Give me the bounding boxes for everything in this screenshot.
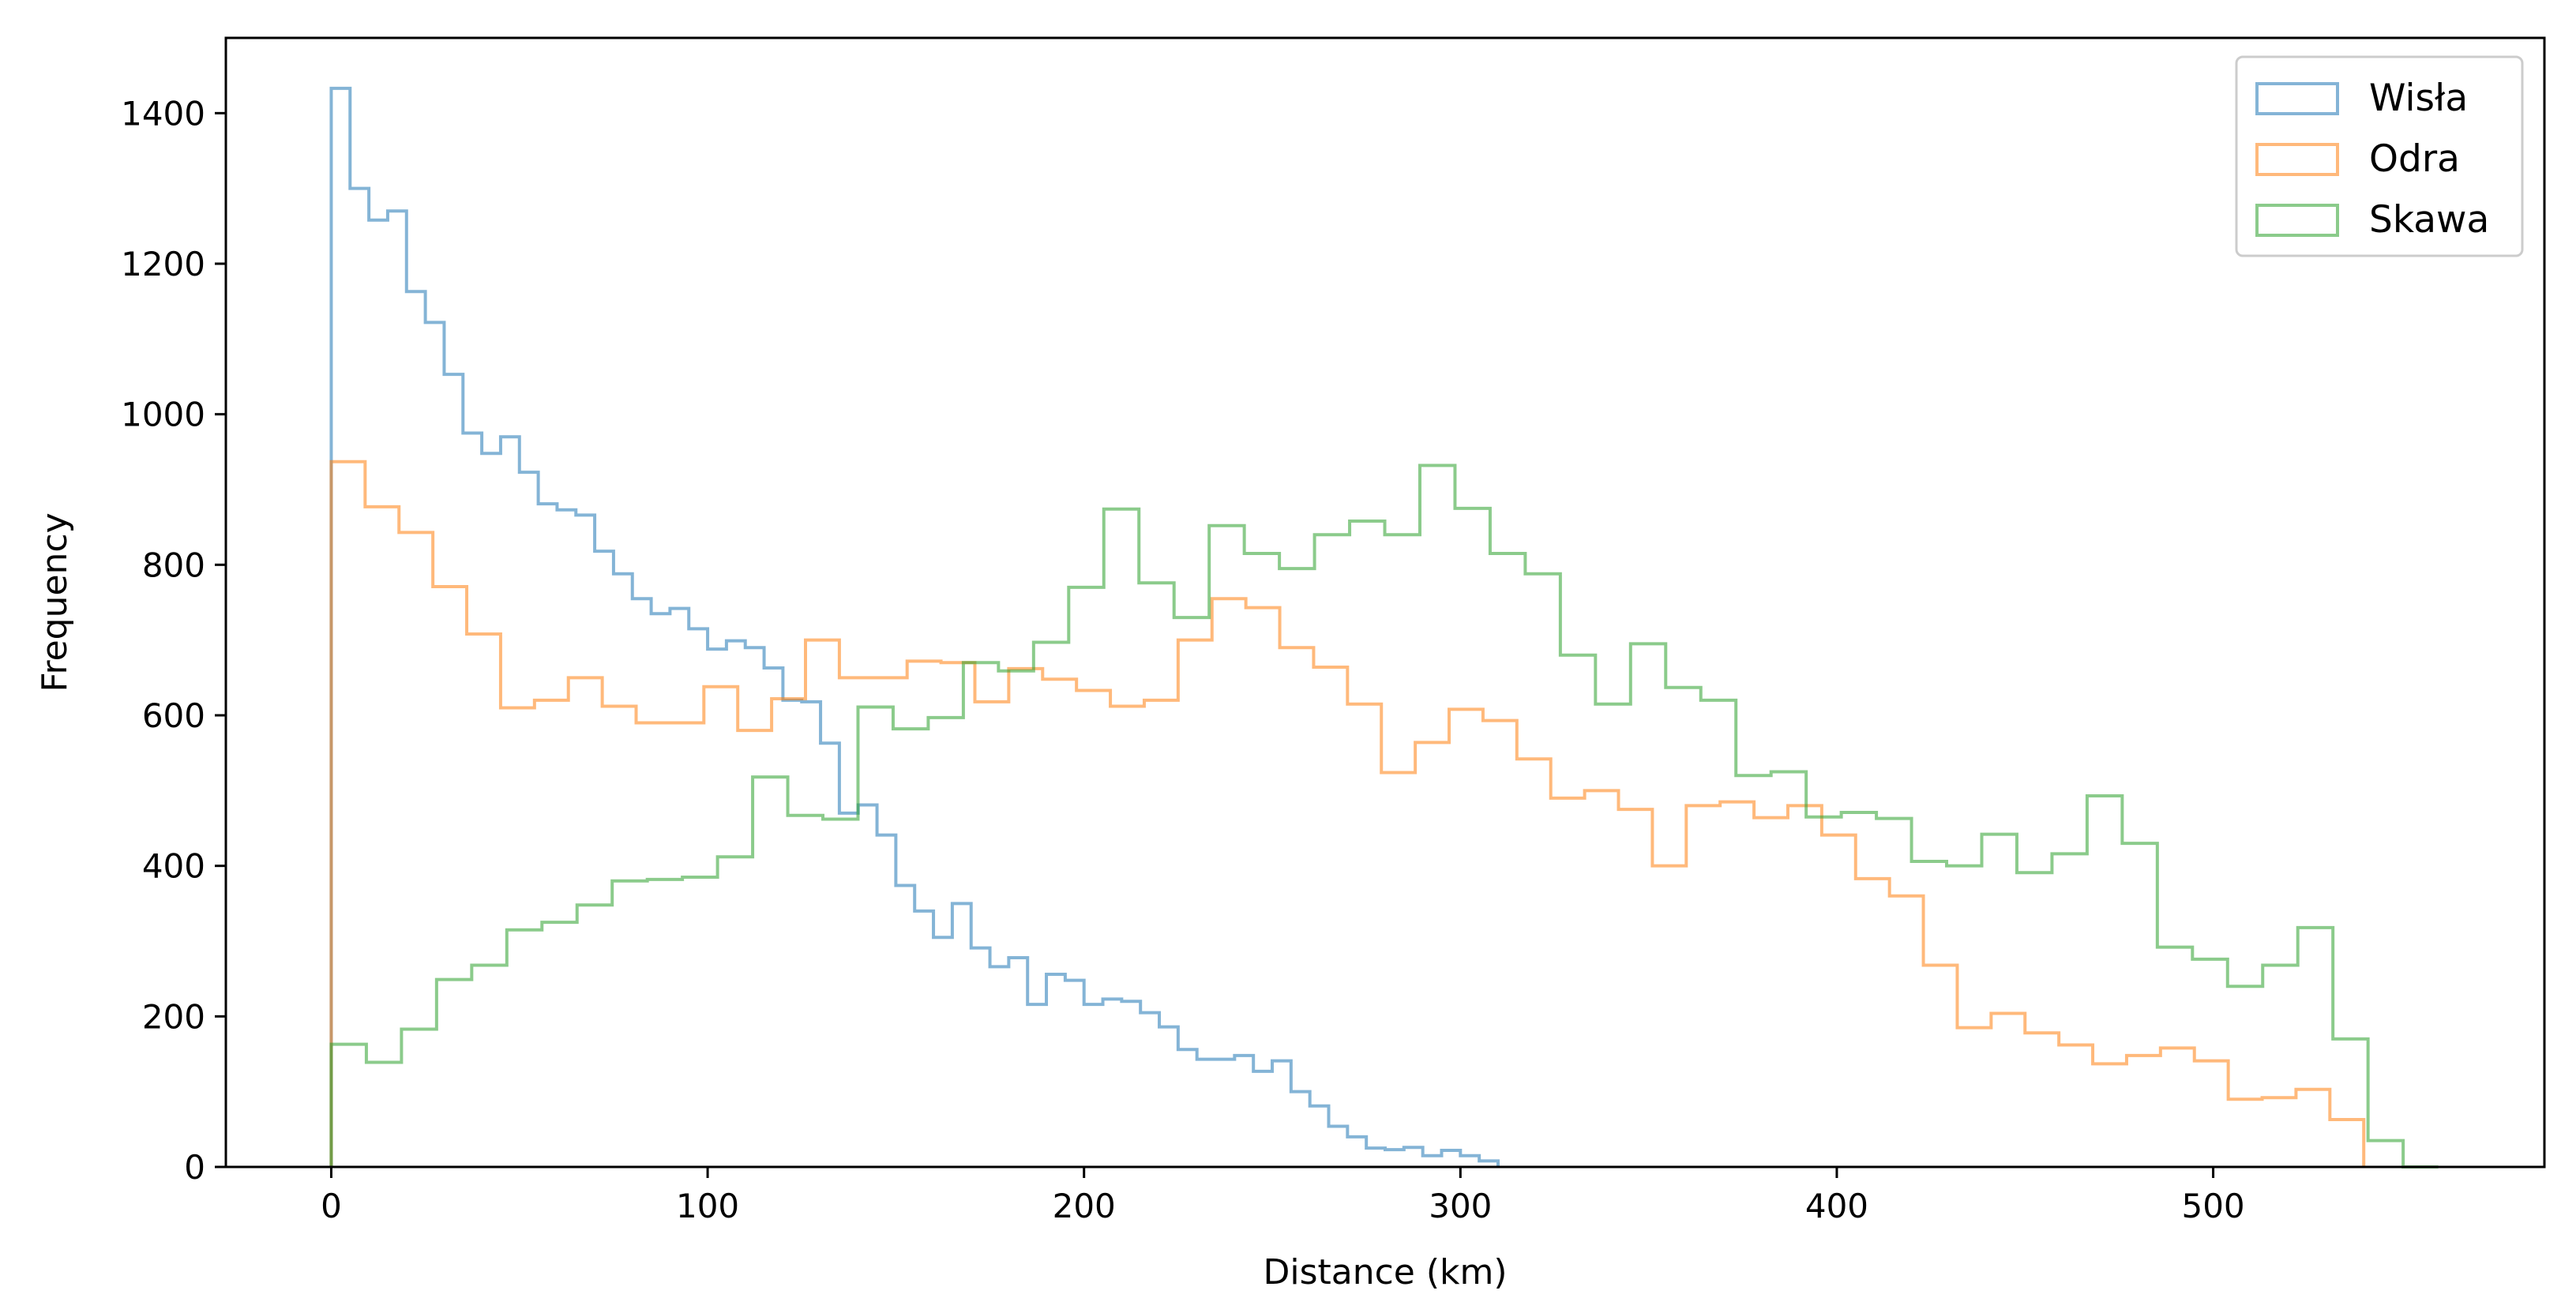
legend-label: Odra	[2369, 137, 2460, 181]
series-skawa-group	[329, 463, 2439, 1169]
x-tick-label: 300	[1429, 1187, 1492, 1225]
y-tick-label: 200	[142, 997, 205, 1036]
x-tick-label: 100	[676, 1187, 739, 1225]
histogram-step-line	[329, 463, 2439, 1169]
legend: Wisła Odra Skawa	[2235, 55, 2524, 257]
y-tick-label: 1200	[121, 245, 205, 283]
legend-item: Odra	[2255, 137, 2460, 181]
y-tick-label: 600	[142, 696, 205, 735]
x-tick-label: 200	[1053, 1187, 1116, 1225]
series-wis-a-group	[329, 86, 1500, 1167]
y-axis-ticks: 0 200 400 600 800 1000 1200 1400	[121, 94, 226, 1187]
y-tick-label: 400	[142, 847, 205, 886]
x-tick-label: 500	[2181, 1187, 2244, 1225]
plot-area-frame	[224, 36, 2546, 1169]
y-tick-label: 800	[142, 546, 205, 584]
legend-swatch	[2255, 143, 2339, 176]
legend-label: Skawa	[2369, 198, 2489, 242]
series-odra-group	[329, 460, 2366, 1167]
x-axis-ticks: 0 100 200 300 400 500	[321, 1167, 2245, 1225]
legend-item: Wisła	[2255, 77, 2468, 120]
histogram-step-line	[329, 460, 2366, 1167]
legend-item: Skawa	[2255, 198, 2489, 242]
x-tick-label: 400	[1805, 1187, 1868, 1225]
legend-label: Wisła	[2369, 77, 2468, 120]
histogram-step-line	[329, 86, 1500, 1167]
y-tick-label: 1000	[121, 396, 205, 434]
series-layer	[329, 86, 2439, 1169]
y-axis-title: Frequency	[35, 512, 75, 692]
legend-swatch	[2255, 82, 2339, 115]
y-tick-label: 1400	[121, 94, 205, 133]
y-tick-label: 0	[184, 1148, 205, 1187]
legend-swatch	[2255, 204, 2339, 237]
x-tick-label: 0	[321, 1187, 342, 1225]
x-axis-title: Distance (km)	[1263, 1252, 1507, 1292]
